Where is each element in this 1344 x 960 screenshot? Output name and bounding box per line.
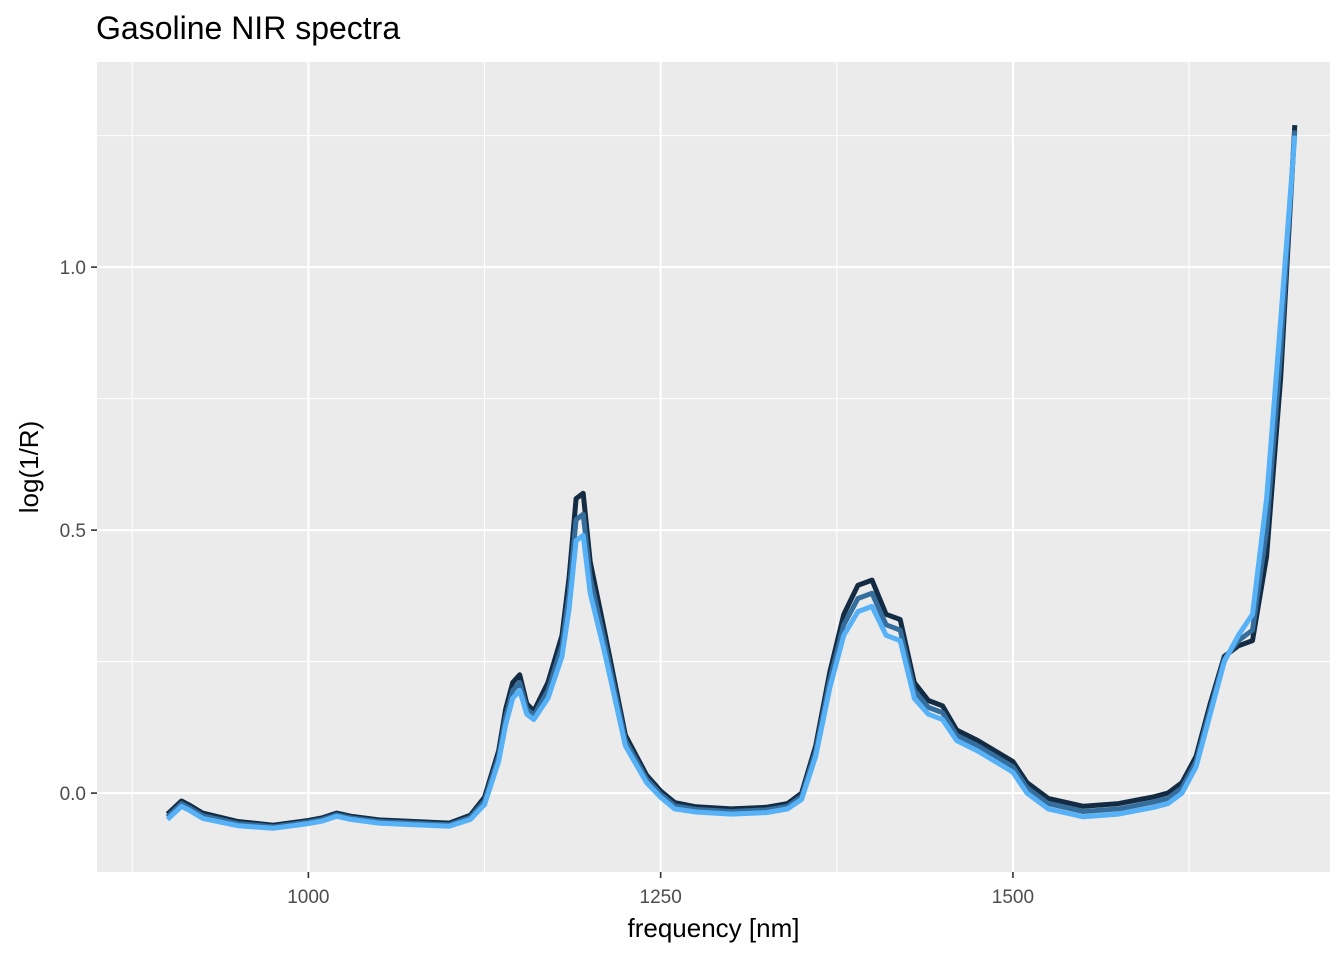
- y-tick-label: 0.0: [60, 784, 86, 805]
- y-tick-label: 0.5: [60, 521, 86, 542]
- y-axis-title: log(1/R): [14, 421, 44, 513]
- y-tick-label: 1.0: [60, 258, 86, 279]
- x-tick-label: 1250: [640, 887, 682, 908]
- plot-panel: [97, 62, 1330, 872]
- x-axis-title: frequency [nm]: [628, 913, 800, 943]
- series-line-1: [165, 135, 1298, 831]
- axis-ticks: 1000 1250 1500 0.0 0.5 1.0: [60, 258, 1035, 908]
- series-layer: [165, 124, 1298, 831]
- major-gridlines: [97, 62, 1330, 872]
- minor-gridlines: [97, 62, 1330, 872]
- chart-title: Gasoline NIR spectra: [96, 10, 401, 46]
- x-tick-label: 1500: [992, 887, 1034, 908]
- x-tick-label: 1000: [287, 887, 329, 908]
